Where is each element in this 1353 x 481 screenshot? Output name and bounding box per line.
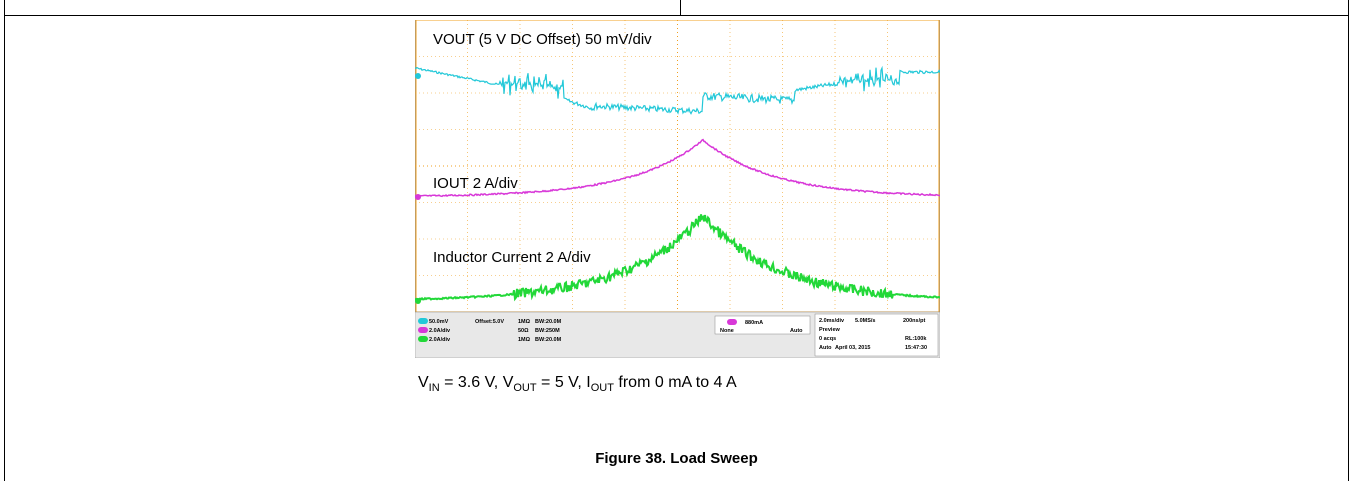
status-text: 1MΩ <box>518 337 531 343</box>
caption-subscript: OUT <box>591 382 614 394</box>
caption-text: from 0 mA to 4 A <box>614 374 737 391</box>
status-text: BW:250M <box>535 328 560 334</box>
status-text: Auto <box>819 345 832 351</box>
status-text: None <box>720 328 734 334</box>
status-text: Auto <box>790 328 803 334</box>
status-text: 880mA <box>745 320 763 326</box>
trace-label: Inductor Current 2 A/div <box>433 249 591 266</box>
table-right-border <box>1348 0 1349 481</box>
table-left-border <box>4 0 5 481</box>
status-text: 2.0ms/div <box>819 318 845 324</box>
status-text: April 03, 2015 <box>835 345 870 351</box>
oscilloscope-screenshot: VOUT (5 V DC Offset) 50 mV/div IOUT 2 A/… <box>415 20 940 358</box>
status-text: Preview <box>819 327 841 333</box>
status-text: Offset:5.0V <box>475 319 504 325</box>
trace-label: IOUT 2 A/div <box>433 175 518 192</box>
channel-badge <box>418 318 428 324</box>
figure-caption: VIN = 3.6 V, VOUT = 5 V, IOUT from 0 mA … <box>418 374 737 394</box>
trace-label: VOUT (5 V DC Offset) 50 mV/div <box>433 31 652 48</box>
page: VOUT (5 V DC Offset) 50 mV/div IOUT 2 A/… <box>0 0 1353 481</box>
status-text: 5.0MS/s <box>855 318 875 324</box>
channel-badge <box>418 336 428 342</box>
status-text: 2.0A/div <box>429 328 451 334</box>
caption-text: = 5 V, I <box>537 374 591 391</box>
status-text: 15:47:30 <box>905 345 927 351</box>
status-text: 50Ω <box>518 328 529 334</box>
status-text: 200ns/pt <box>903 318 925 324</box>
caption-text: V <box>418 374 429 391</box>
channel-marker <box>415 298 421 304</box>
table-divider <box>680 0 681 15</box>
status-text: BW:20.0M <box>535 337 562 343</box>
status-bar: 50.0mV Offset:5.0V 1MΩ BW:20.0M 2.0A/div 50Ω B… <box>415 312 940 358</box>
caption-text: = 3.6 V, V <box>440 374 514 391</box>
channel-badge <box>727 319 737 325</box>
figure-title: Figure 38. Load Sweep <box>0 450 1353 467</box>
status-text: 1MΩ <box>518 319 531 325</box>
status-text: BW:20.0M <box>535 319 562 325</box>
status-text: 50.0mV <box>429 319 449 325</box>
table-rule <box>4 15 1349 16</box>
status-text: 2.0A/div <box>429 337 451 343</box>
channel-marker <box>415 194 421 200</box>
caption-subscript: IN <box>429 382 440 394</box>
channel-badge <box>418 327 428 333</box>
channel-marker <box>415 73 421 79</box>
caption-subscript: OUT <box>513 382 536 394</box>
status-text: 0 acqs <box>819 336 836 342</box>
status-text: RL:100k <box>905 336 927 342</box>
